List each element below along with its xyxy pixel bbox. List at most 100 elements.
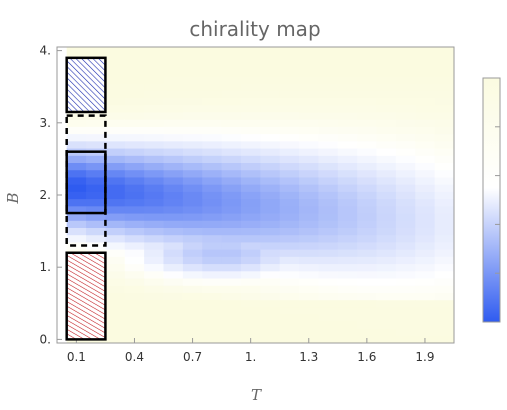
heatmap-cell (376, 148, 397, 156)
heatmap-cell (182, 140, 203, 149)
heatmap-cell (260, 292, 281, 301)
heatmap-cell (318, 234, 339, 243)
heatmap-cell (299, 47, 319, 55)
heatmap-cell (337, 321, 358, 330)
heatmap-cell (124, 205, 145, 214)
heatmap-cell (279, 184, 300, 192)
heatmap-cell (124, 278, 145, 286)
heatmap-cell (395, 205, 416, 214)
heatmap-cell (376, 162, 397, 171)
heatmap-cell (357, 83, 378, 91)
heatmap-cell (434, 155, 455, 164)
heatmap-cell (299, 75, 319, 84)
heatmap-cell (260, 75, 281, 84)
heatmap-cell (124, 176, 145, 185)
heatmap-cell (105, 220, 126, 228)
heatmap-cell (144, 314, 165, 322)
heatmap-cell (279, 155, 300, 164)
heatmap-cell (221, 83, 242, 91)
heatmap-cell (260, 205, 281, 214)
heatmap-cell (240, 90, 261, 99)
heatmap-cell (260, 234, 281, 243)
heatmap-cell (415, 90, 436, 99)
heatmap-cell (318, 249, 339, 257)
heatmap-cell (240, 321, 261, 330)
heatmap-cell (124, 234, 145, 243)
heatmap-cell (434, 314, 455, 322)
heatmap-cell (124, 126, 145, 135)
heatmap-cell (395, 133, 416, 142)
heatmap-cell (144, 278, 165, 286)
heatmap-cell (395, 270, 416, 279)
heatmap-cell (434, 306, 455, 315)
heatmap-cell (163, 119, 184, 127)
heatmap-cell (279, 306, 300, 315)
heatmap-cell (318, 61, 339, 70)
heatmap-cell (221, 213, 242, 221)
heatmap-cell (66, 133, 87, 142)
heatmap-cell (221, 278, 242, 286)
heatmap-cell (124, 155, 145, 164)
heatmap-cell (182, 61, 203, 70)
heatmap-cell (376, 292, 397, 301)
heatmap-cell (434, 162, 455, 171)
heatmap-cell (299, 314, 319, 322)
heatmap-cell (144, 176, 165, 185)
heatmap-cell (376, 249, 397, 257)
heatmap-cell (279, 198, 300, 207)
heatmap-cell (202, 314, 223, 322)
heatmap-cell (299, 234, 319, 243)
heatmap-cell (337, 54, 358, 62)
heatmap-cell (415, 68, 436, 77)
heatmap-cell (337, 148, 358, 156)
heatmap-cell (357, 292, 378, 301)
heatmap-cell (318, 75, 339, 84)
heatmap-cell (318, 270, 339, 279)
heatmap-cell (240, 328, 261, 337)
heatmap-cell (163, 285, 184, 293)
heatmap-cell (415, 104, 436, 113)
heatmap-cell (299, 198, 319, 207)
heatmap-cell (202, 321, 223, 330)
heatmap-cell (395, 249, 416, 257)
heatmap-cell (105, 140, 126, 149)
heatmap-cell (376, 47, 397, 55)
heatmap-cell (299, 169, 319, 178)
heatmap-cell (124, 306, 145, 315)
heatmap-cell (240, 205, 261, 214)
heatmap-cell (415, 321, 436, 330)
heatmap-cell (163, 306, 184, 315)
heatmap-cell (240, 140, 261, 149)
heatmap-cell (376, 234, 397, 243)
heatmap-cell (105, 54, 126, 62)
heatmap-cell (415, 292, 436, 301)
heatmap-cell (434, 205, 455, 214)
colorbar-gradient (482, 77, 501, 323)
heatmap-cell (357, 111, 378, 120)
heatmap-cell (144, 335, 165, 344)
heatmap-cell (434, 47, 455, 55)
heatmap-cell (202, 155, 223, 164)
heatmap-cell (221, 133, 242, 142)
heatmap-cell (395, 140, 416, 149)
heatmap-cell (105, 314, 126, 322)
heatmap-cell (221, 184, 242, 192)
heatmap-cell (434, 213, 455, 221)
heatmap-cell (163, 90, 184, 99)
y-tick-label: 4. (40, 44, 51, 58)
heatmap-cell (240, 148, 261, 156)
heatmap-cell (337, 328, 358, 337)
heatmap-cell (415, 169, 436, 178)
heatmap-cell (337, 213, 358, 221)
heatmap-cell (299, 270, 319, 279)
heatmap-cell (337, 234, 358, 243)
heatmap-cell (163, 155, 184, 164)
y-tick-label: 2. (40, 188, 51, 202)
heatmap-cell (202, 256, 223, 265)
heatmap-cell (221, 205, 242, 214)
heatmap-cell (376, 299, 397, 308)
heatmap-cell (163, 328, 184, 337)
heatmap-cell (144, 328, 165, 337)
heatmap-cell (357, 278, 378, 286)
